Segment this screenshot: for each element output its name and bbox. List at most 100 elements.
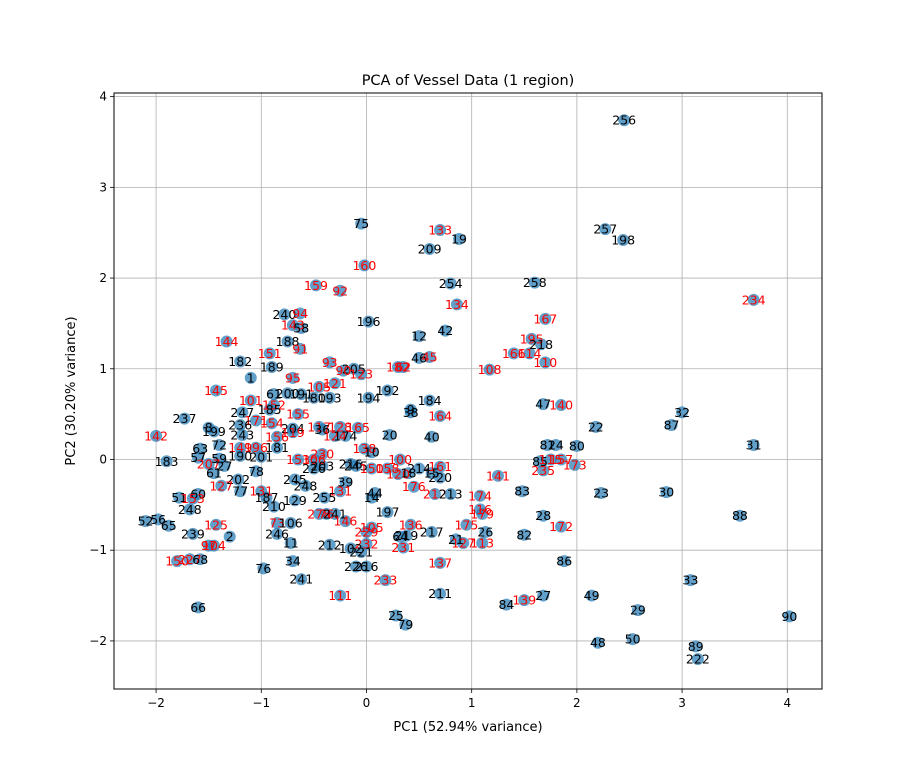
data-point bbox=[397, 541, 410, 554]
data-point-label: 185 bbox=[258, 402, 282, 417]
data-point bbox=[323, 356, 336, 369]
data-point-label: 220 bbox=[428, 470, 452, 485]
data-point bbox=[439, 324, 452, 337]
data-point bbox=[518, 528, 531, 541]
data-point-label: 131 bbox=[249, 484, 273, 499]
data-point-label: 153 bbox=[181, 491, 205, 506]
data-point-label: 1 bbox=[247, 370, 255, 385]
data-point bbox=[358, 259, 371, 272]
data-point bbox=[626, 633, 639, 646]
data-point bbox=[267, 500, 280, 513]
data-point-label: 182 bbox=[386, 359, 410, 374]
data-point bbox=[202, 458, 215, 471]
y-tick-label: 0 bbox=[99, 452, 107, 466]
data-point-label: 139 bbox=[512, 593, 536, 608]
data-point bbox=[186, 527, 199, 540]
data-point bbox=[425, 526, 438, 539]
data-point-label: 222 bbox=[686, 652, 710, 667]
data-point-label: 110 bbox=[533, 355, 557, 370]
data-point bbox=[244, 371, 257, 384]
data-point bbox=[207, 467, 220, 480]
data-point bbox=[476, 507, 489, 520]
data-point-label: 165 bbox=[346, 420, 370, 435]
data-point-label: 154 bbox=[260, 416, 284, 431]
data-point bbox=[544, 453, 557, 466]
plot-frame bbox=[113, 92, 823, 690]
data-point-label: 212 bbox=[423, 486, 447, 501]
data-point bbox=[362, 391, 375, 404]
data-point-label: 56 bbox=[150, 512, 166, 527]
data-point-label: 156 bbox=[265, 429, 289, 444]
data-point-label: 221 bbox=[349, 545, 373, 560]
data-point-label: 174 bbox=[334, 428, 358, 443]
data-point bbox=[265, 417, 278, 430]
data-point bbox=[339, 429, 352, 442]
data-point bbox=[599, 223, 612, 236]
data-point bbox=[328, 507, 341, 520]
data-point-label: 26 bbox=[477, 525, 493, 540]
data-point-label: 278 bbox=[307, 506, 331, 521]
data-point-label: 32 bbox=[674, 405, 690, 420]
data-point bbox=[234, 419, 247, 432]
data-point-label: 174 bbox=[468, 488, 492, 503]
data-point bbox=[284, 536, 297, 549]
data-point bbox=[555, 453, 568, 466]
data-point-label: 191 bbox=[289, 387, 313, 402]
data-point bbox=[263, 347, 276, 360]
data-point-label: 184 bbox=[418, 393, 442, 408]
data-point bbox=[334, 284, 347, 297]
data-point bbox=[210, 518, 223, 531]
data-point bbox=[267, 388, 280, 401]
data-point-label: 155 bbox=[286, 407, 310, 422]
data-point-label: 90 bbox=[781, 609, 797, 624]
data-point bbox=[537, 398, 550, 411]
data-point-label: 44 bbox=[367, 486, 383, 501]
data-point-label: 145 bbox=[204, 383, 228, 398]
data-point-label: 164 bbox=[428, 408, 452, 423]
data-point-label: 230 bbox=[310, 447, 334, 462]
data-point bbox=[425, 430, 438, 443]
data-point bbox=[537, 589, 550, 602]
data-point-label: 51 bbox=[171, 490, 187, 505]
data-point bbox=[263, 403, 276, 416]
data-point-label: 216 bbox=[355, 559, 379, 574]
data-point-label: 104 bbox=[202, 538, 226, 553]
data-point-label: 25 bbox=[388, 608, 404, 623]
data-point bbox=[334, 589, 347, 602]
data-point bbox=[568, 458, 581, 471]
data-point bbox=[215, 479, 228, 492]
data-point bbox=[555, 399, 568, 412]
data-point-label: 138 bbox=[352, 441, 376, 456]
data-point-label: 151 bbox=[258, 346, 282, 361]
data-point-label: 181 bbox=[265, 440, 289, 455]
data-point-label: 240 bbox=[272, 307, 296, 322]
data-point bbox=[423, 394, 436, 407]
data-point bbox=[160, 455, 173, 468]
data-point bbox=[474, 489, 487, 502]
data-point bbox=[271, 441, 284, 454]
data-point-label: 82 bbox=[516, 527, 532, 542]
data-point bbox=[434, 223, 447, 236]
data-point-label: 89 bbox=[688, 639, 704, 654]
data-point bbox=[260, 491, 273, 504]
data-point bbox=[434, 556, 447, 569]
data-point bbox=[286, 371, 299, 384]
data-point-label: 120 bbox=[386, 467, 410, 482]
data-point-label: 77 bbox=[232, 484, 248, 499]
data-point-label: 247 bbox=[230, 405, 254, 420]
data-point bbox=[250, 441, 263, 454]
data-point bbox=[549, 438, 562, 451]
data-point-label: 171 bbox=[244, 413, 268, 428]
data-point bbox=[381, 462, 394, 475]
data-point bbox=[392, 468, 405, 481]
data-point bbox=[476, 536, 489, 549]
data-point-label: 200 bbox=[276, 386, 300, 401]
data-point-label: 23 bbox=[593, 486, 609, 501]
data-point bbox=[294, 307, 307, 320]
y-tick-label: 3 bbox=[99, 180, 107, 194]
data-point bbox=[689, 640, 702, 653]
data-point bbox=[288, 473, 301, 486]
data-point-label: 149 bbox=[228, 440, 252, 455]
data-point bbox=[381, 384, 394, 397]
data-point bbox=[286, 426, 299, 439]
